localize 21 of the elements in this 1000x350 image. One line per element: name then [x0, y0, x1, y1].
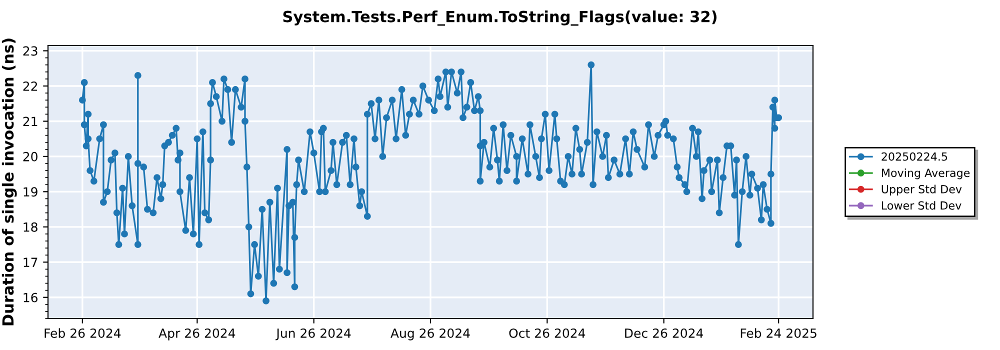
x-tick-label: Jun 26 2024	[276, 328, 351, 340]
y-axis-title: Duration of single invocation (ns)	[2, 38, 17, 326]
legend-label: Upper Std Dev	[882, 184, 962, 196]
y-tick-label: 22	[23, 81, 38, 91]
y-tick-label: 16	[24, 292, 38, 302]
x-tick-label: Oct 26 2024	[509, 328, 586, 338]
legend-label: Moving Average	[882, 168, 970, 180]
x-tick-label: Aug 26 2024	[390, 328, 470, 340]
x-tick-label: Apr 26 2024	[158, 328, 236, 340]
y-tick-label: 23	[23, 46, 38, 56]
y-tick-label: 20	[23, 152, 38, 162]
legend-label: Lower Std Dev	[882, 201, 962, 210]
y-tick-label: 21	[23, 116, 38, 126]
y-tick-label: 19	[24, 187, 38, 197]
x-tick-label: Feb 26 2024	[44, 328, 121, 338]
y-tick-label: 18	[24, 222, 38, 232]
x-tick-label: Feb 24 2025	[740, 328, 816, 338]
chart-title: System.Tests.Perf_Enum.ToString_Flags(value: 32)	[283, 10, 716, 26]
y-tick-label: 17	[24, 258, 38, 267]
legend-label: 20250224.5	[882, 152, 948, 161]
x-tick-label: Dec 26 2024	[625, 328, 704, 338]
